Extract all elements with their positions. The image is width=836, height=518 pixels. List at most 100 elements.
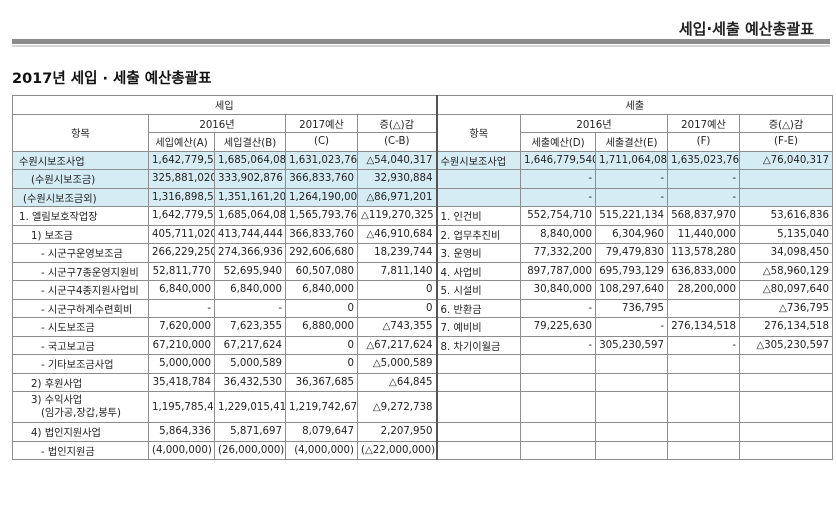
income-value-cell: △67,217,624	[357, 335, 437, 355]
table-row: 수원시보조사업1,642,779,5401,685,064,0851,631,0…	[12, 150, 833, 170]
income-value-cell: △119,270,325	[357, 206, 437, 226]
expense-item-label: 5. 시설비	[435, 280, 521, 300]
expense-value-cell: 515,221,134	[595, 206, 668, 226]
income-item-label: - 시군구4종지원사업비	[12, 280, 149, 300]
income-item-label-main: 3) 수익사업	[31, 395, 83, 406]
income-value-cell: 18,239,744	[357, 243, 437, 263]
expense-2017-header: 2017예산	[667, 113, 740, 133]
expense-value-cell: △80,097,640	[739, 280, 833, 300]
expense-item-label	[435, 391, 521, 423]
expense-value-cell: 28,200,000	[667, 280, 740, 300]
expense-value-cell	[595, 422, 668, 442]
income-value-cell: (△22,000,000)	[357, 440, 437, 460]
expense-value-cell: 6,304,960	[595, 224, 668, 244]
expense-value-cell	[520, 422, 596, 442]
income-item-label: - 법인지원금	[12, 440, 149, 460]
income-value-cell: 325,881,020	[148, 169, 215, 189]
income-item-label: (수원시보조금외)	[12, 187, 149, 207]
income-value-cell: △5,000,589	[357, 354, 437, 374]
income-item-label-sub: (임가공,장갑,봉투)	[41, 408, 122, 419]
income-item-label: 1. 엘림보호작업장	[12, 206, 149, 226]
expense-item-label: 1. 인건비	[435, 206, 521, 226]
table-row: - 시군구하계수련회비 - -0 0 6. 반환금 -736,795 △736,795	[12, 298, 833, 318]
income-col-cb: (C-B)	[357, 132, 437, 152]
page-title: 2017년 세입 · 세출 예산총괄표	[12, 71, 212, 87]
header-divider-shadow	[12, 45, 830, 47]
income-value-cell: (26,000,000)	[214, 440, 286, 460]
income-value-cell: -	[148, 298, 215, 318]
expense-value-cell: -	[667, 169, 740, 189]
income-value-cell: 32,930,884	[357, 169, 437, 189]
income-value-cell: △9,272,738	[357, 391, 437, 423]
expense-value-cell: 8,840,000	[520, 224, 596, 244]
income-item-label: - 시군구하계수련회비	[12, 298, 149, 318]
header-divider	[12, 39, 830, 44]
expense-change-header: 증(△)감	[739, 113, 833, 133]
income-value-cell: 1,229,015,414	[214, 391, 286, 423]
income-value-cell: 0	[285, 335, 358, 355]
table-row: 2) 후원사업 35,418,784 36,432,530 36,367,685 △64…	[12, 372, 833, 392]
expense-value-cell	[595, 440, 668, 460]
income-item-label: (수원시보조금)	[12, 169, 149, 189]
expense-item-label	[435, 440, 521, 460]
expense-item-label: 8. 차기이월금	[435, 335, 521, 355]
table-row: - 시군구4종지원사업비 6,840,000 6,840,000 6,840,000 0…	[12, 280, 833, 300]
expense-value-cell	[520, 440, 596, 460]
expense-value-cell: 1,711,064,085	[595, 150, 668, 170]
income-header: 세입	[12, 95, 437, 115]
expense-value-cell	[739, 354, 833, 374]
income-value-cell: 413,744,444	[214, 224, 286, 244]
expense-value-cell: -	[667, 187, 740, 207]
income-value-cell: 60,507,080	[285, 261, 358, 281]
expense-value-cell: 79,225,630	[520, 317, 596, 337]
income-value-cell: 366,833,760	[285, 169, 358, 189]
expense-value-cell	[595, 391, 668, 423]
expense-header: 세출	[435, 95, 833, 115]
income-value-cell: 333,902,876	[214, 169, 286, 189]
expense-value-cell	[520, 372, 596, 392]
income-value-cell: 6,880,000	[285, 317, 358, 337]
expense-col-e: 세출결산(E)	[595, 132, 668, 152]
expense-value-cell: 11,440,000	[667, 224, 740, 244]
expense-value-cell	[667, 440, 740, 460]
expense-item-label: 4. 사업비	[435, 261, 521, 281]
expense-item-label: 수원시보조사업	[435, 150, 521, 170]
income-item-label: 4) 법인지원사업	[12, 422, 149, 442]
income-value-cell: 67,210,000	[148, 335, 215, 355]
income-value-cell: 6,840,000	[214, 280, 286, 300]
table-row: 1. 엘림보호작업장1,642,779,5401,685,064,0851,56…	[12, 206, 833, 226]
income-col-c: (C)	[285, 132, 358, 152]
income-value-cell: 1,685,064,085	[214, 206, 286, 226]
expense-value-cell: 30,840,000	[520, 280, 596, 300]
expense-item-label	[435, 169, 521, 189]
income-value-cell: 52,811,770	[148, 261, 215, 281]
table-row: 4) 법인지원사업 5,864,336 5,871,697 8,079,647 2,20…	[12, 422, 833, 442]
table-row: 1) 보조금 405,711,020 413,744,444 366,833,760 △…	[12, 224, 833, 244]
income-value-cell: 1,195,785,400	[148, 391, 215, 423]
expense-item-label	[435, 354, 521, 374]
income-value-cell: △64,845	[357, 372, 437, 392]
income-item-label: - 시도보조금	[12, 317, 149, 337]
expense-value-cell	[667, 391, 740, 423]
expense-value-cell: △736,795	[739, 298, 833, 318]
expense-item-label: 7. 예비비	[435, 317, 521, 337]
expense-value-cell	[595, 354, 668, 374]
expense-value-cell	[520, 354, 596, 374]
expense-value-cell	[520, 391, 596, 423]
income-value-cell: 1,264,190,008	[285, 187, 358, 207]
expense-value-cell	[739, 187, 833, 207]
expense-value-cell: -	[520, 298, 596, 318]
income-2016-header: 2016년	[148, 113, 286, 133]
expense-value-cell: 636,833,000	[667, 261, 740, 281]
expense-value-cell	[667, 354, 740, 374]
income-value-cell: 1,642,779,540	[148, 206, 215, 226]
income-item-header: 항목	[12, 113, 149, 152]
expense-col-d: 세출예산(D)	[520, 132, 596, 152]
expense-value-cell: △76,040,317	[739, 150, 833, 170]
expense-value-cell	[739, 440, 833, 460]
income-value-cell: 35,418,784	[148, 372, 215, 392]
expense-value-cell: 53,616,836	[739, 206, 833, 226]
table-row: - 시군구운영보조금 266,229,250 274,366,936 292,606,…	[12, 243, 833, 263]
expense-value-cell: 5,135,040	[739, 224, 833, 244]
income-item-label: - 국고보고금	[12, 335, 149, 355]
